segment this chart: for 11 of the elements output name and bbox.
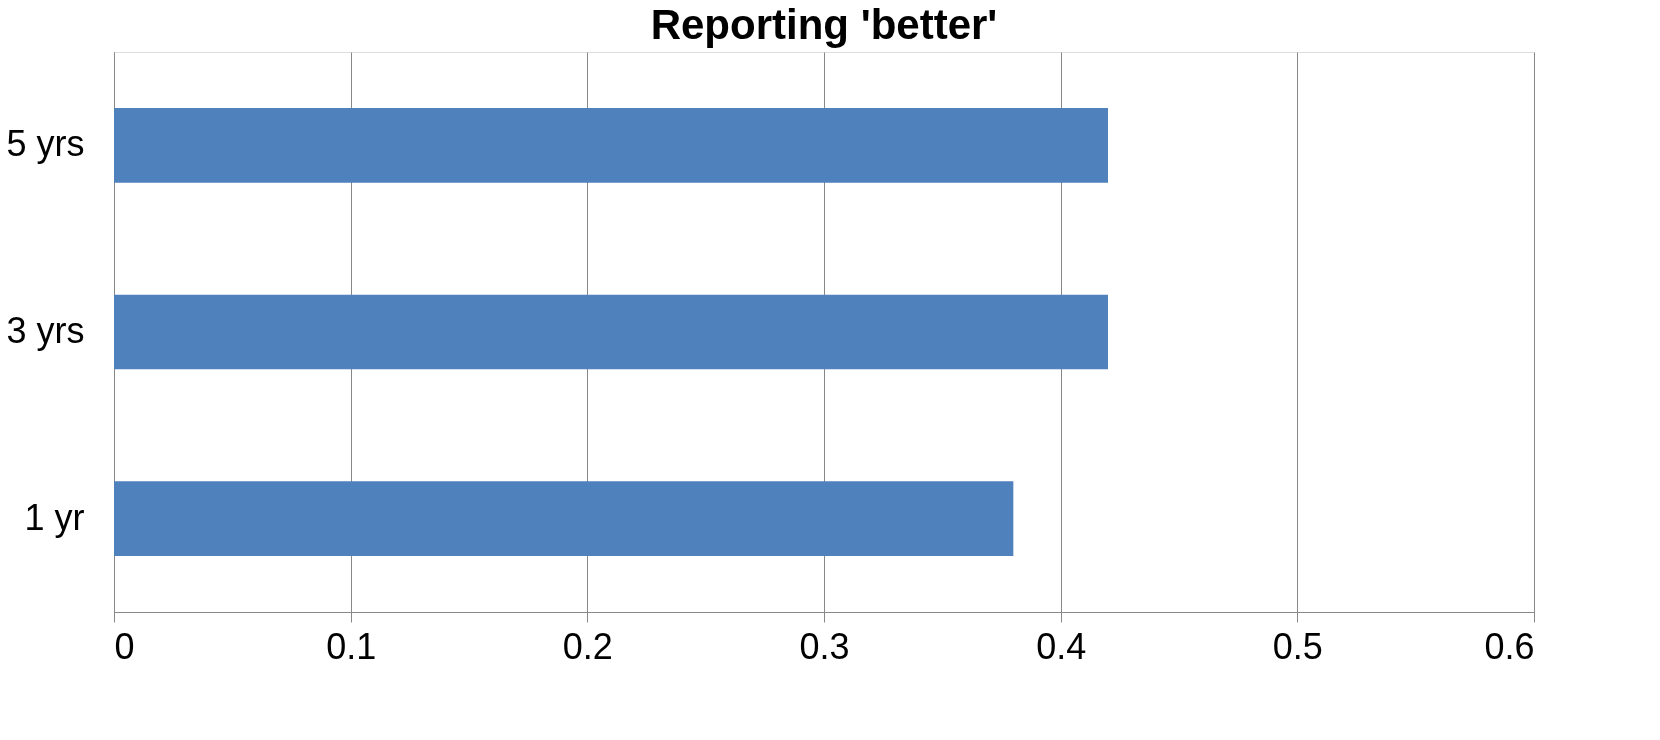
x-tick-label: 0.5 [1272,625,1323,667]
y-tick-label: 3 yrs [6,310,85,351]
y-tick-label: 1 yr [24,496,85,538]
x-tick-label: 0.1 [326,625,377,667]
x-tick-label: 0 [114,625,135,667]
y-tick-label: 5 yrs [6,123,85,165]
x-tick-label: 0.3 [799,625,850,667]
chart-title: Reporting 'better' [650,1,998,48]
x-tick-label: 0.4 [1036,625,1087,667]
x-tick-label: 0.6 [1484,625,1535,667]
x-tick-label: 0.2 [562,625,613,667]
